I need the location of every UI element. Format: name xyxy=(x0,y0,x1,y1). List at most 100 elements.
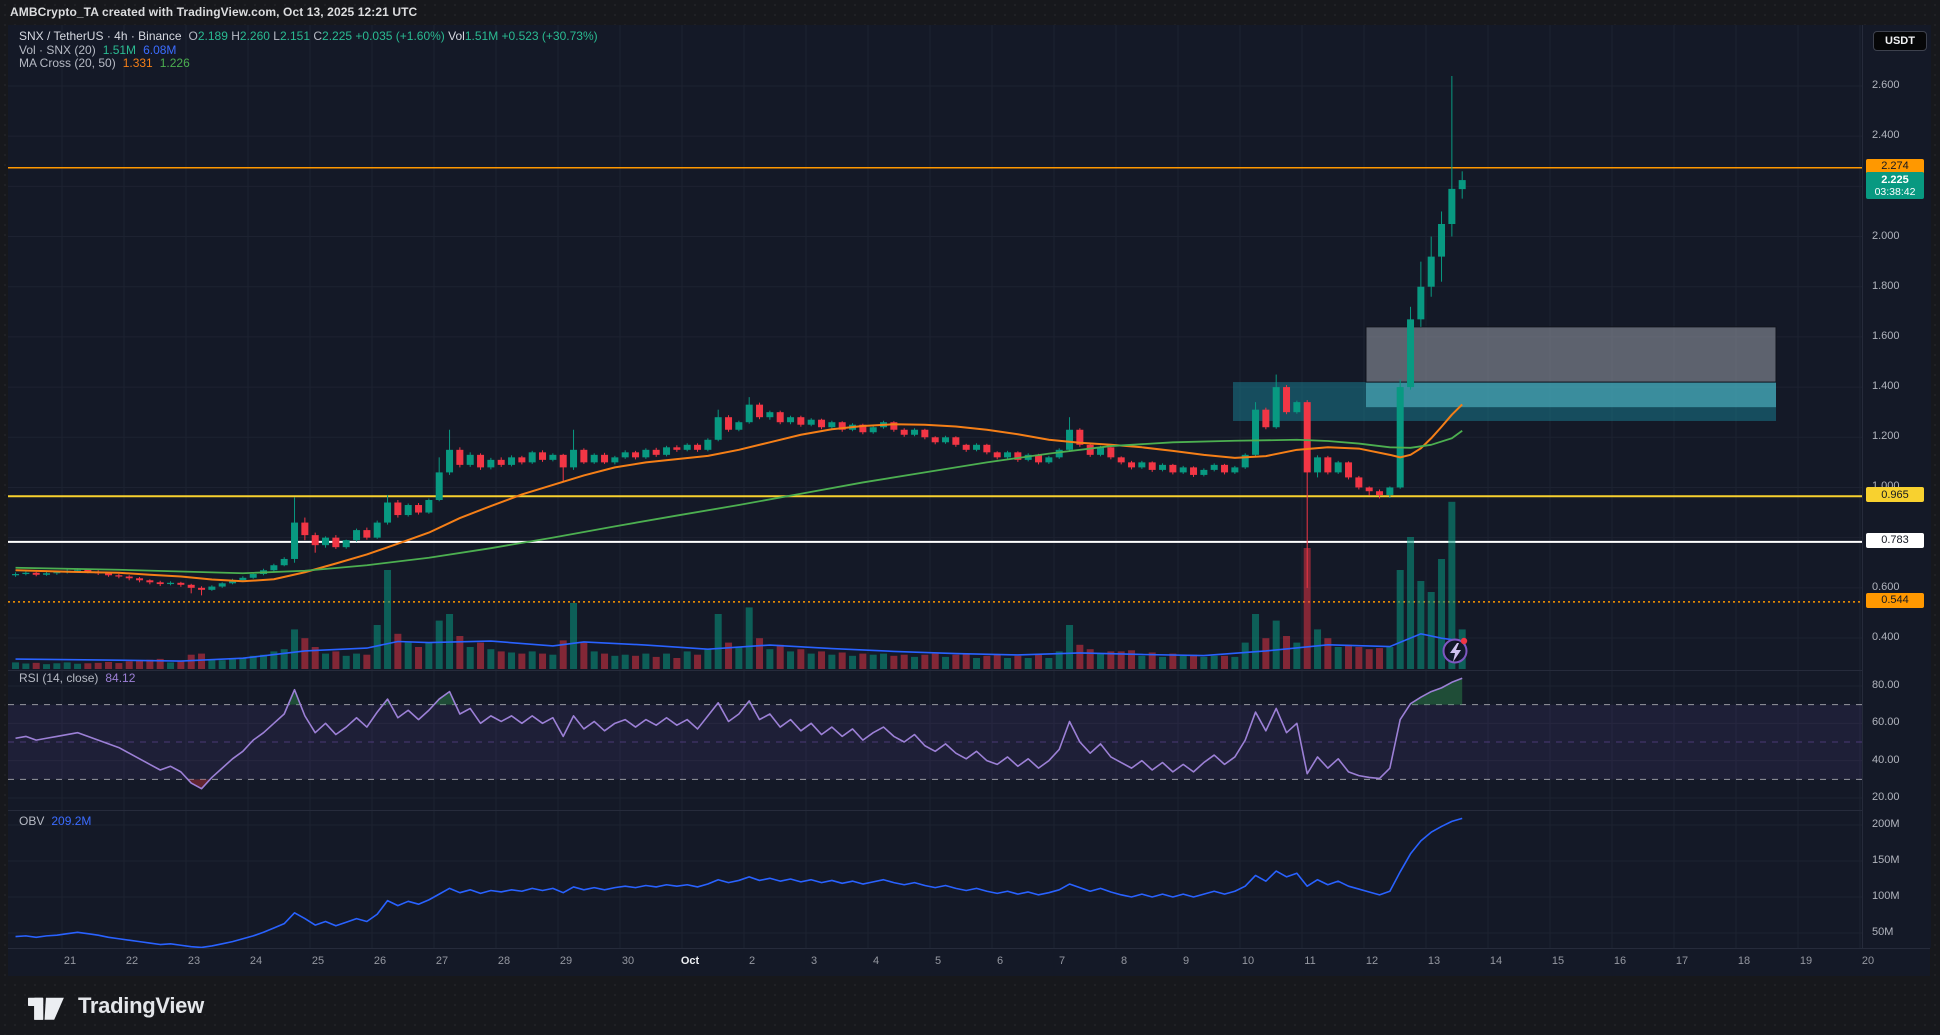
obv-tick-100M: 100M xyxy=(1872,890,1900,902)
volume-bar xyxy=(1448,501,1456,669)
candle-body xyxy=(725,417,733,430)
candle-body xyxy=(446,449,454,473)
volume-bar xyxy=(146,659,154,669)
volume-bar xyxy=(487,649,495,669)
volume-bar xyxy=(249,655,257,669)
candle-body xyxy=(818,419,826,428)
volume-bar xyxy=(136,660,144,669)
volume-bar xyxy=(1138,655,1146,669)
currency-toggle-button[interactable]: USDT xyxy=(1873,31,1927,51)
volume-value: 1.51M xyxy=(102,43,137,57)
ma20-value: 1.331 xyxy=(122,56,153,70)
rsi-tick-60.00: 60.00 xyxy=(1872,716,1900,729)
time-label-2: 2 xyxy=(748,955,756,967)
time-label-27: 27 xyxy=(435,955,449,967)
rsi-legend-row[interactable]: RSI (14, close) 84.12 xyxy=(19,671,135,685)
volume-bar xyxy=(1396,570,1404,669)
tradingview-logo[interactable]: TradingView xyxy=(28,986,204,1026)
zone-supply-gray[interactable] xyxy=(1365,326,1777,383)
volume-bar xyxy=(621,654,629,669)
candle-body xyxy=(1252,409,1260,455)
volume-bar xyxy=(880,653,888,669)
obv-legend-row[interactable]: OBV 209.2M xyxy=(19,814,91,828)
volume-bar xyxy=(1024,658,1032,669)
volume-bar xyxy=(187,654,195,669)
candle-body xyxy=(1055,449,1063,458)
pane-separator-rsi-obv[interactable] xyxy=(8,810,1930,811)
volume-bar xyxy=(322,653,330,669)
volume-legend-row[interactable]: Vol · SNX (20) 1.51M 6.08M xyxy=(19,43,176,57)
candle-body xyxy=(1128,462,1136,468)
candle-body xyxy=(1262,409,1270,428)
price-axis[interactable]: USDT 2.600 2.400 2.000 1.800 1.600 1.400 1.200… xyxy=(1862,25,1931,948)
volume-bar xyxy=(1076,644,1084,669)
volume-bar xyxy=(1345,644,1353,669)
candle-body xyxy=(1365,487,1373,492)
candle-body xyxy=(797,417,805,425)
volume-bar xyxy=(1179,655,1187,669)
time-axis[interactable]: 21 22 23 24 25 26 27 28 29 30 Oct 2 3 4 5 6 7 8 9 10 11 12 13 1… xyxy=(8,948,1930,976)
volume-bar xyxy=(1190,654,1198,669)
price-tick-0.600: 0.600 xyxy=(1872,580,1900,593)
chart-panel[interactable]: SNX / TetherUS · 4h · Binance O2.189 H2.… xyxy=(8,25,1931,976)
volume-bar xyxy=(1014,655,1022,669)
candle-body xyxy=(456,449,464,465)
candle-body xyxy=(621,452,629,458)
volume-bar xyxy=(291,629,299,669)
candle-body xyxy=(1458,180,1466,190)
candle-body xyxy=(1241,454,1249,468)
lightning-event-icon[interactable] xyxy=(1442,637,1468,664)
volume-bar xyxy=(849,655,857,669)
pane-separator-main-rsi[interactable] xyxy=(8,670,1930,671)
volume-ma-value: 6.08M xyxy=(143,43,177,57)
candle-body xyxy=(322,537,330,546)
volume-bar xyxy=(911,656,919,669)
candle-body xyxy=(611,457,619,463)
candle-body xyxy=(167,582,175,585)
volume-bar xyxy=(1355,647,1363,669)
time-label-17: 17 xyxy=(1675,955,1689,967)
volume-bar xyxy=(384,570,392,669)
candle-body xyxy=(1107,447,1115,458)
zone-overlap-band[interactable] xyxy=(1366,382,1776,408)
candle-body xyxy=(477,454,485,468)
volume-bar xyxy=(198,653,206,669)
candle-body xyxy=(1396,387,1404,488)
volume-bar xyxy=(1128,650,1136,669)
candle-body xyxy=(1283,387,1291,413)
volume-bar xyxy=(394,633,402,669)
symbol-legend-row[interactable]: SNX / TetherUS · 4h · Binance O2.189 H2.… xyxy=(19,29,598,43)
candle-body xyxy=(632,452,640,458)
chart-canvas[interactable] xyxy=(8,25,1862,975)
volume-bar xyxy=(714,614,722,669)
candle-body xyxy=(353,530,361,541)
volume-ma-line xyxy=(15,632,1463,662)
time-label-13: 13 xyxy=(1427,955,1441,967)
volume-bar xyxy=(125,661,133,669)
volume-bar xyxy=(1314,629,1322,669)
candle-body xyxy=(425,499,433,513)
time-label-26: 26 xyxy=(373,955,387,967)
candle-body xyxy=(652,449,660,455)
candle-body xyxy=(1386,487,1394,495)
ma-cross-legend-row[interactable]: MA Cross (20, 50) 1.331 1.226 xyxy=(19,56,190,70)
volume-bar xyxy=(652,656,660,669)
volume-bar xyxy=(1334,647,1342,669)
candle-body xyxy=(673,447,681,450)
price-badge-0.783: 0.783 xyxy=(1866,532,1924,548)
volume-bar xyxy=(611,655,619,669)
time-label-30: 30 xyxy=(621,955,635,967)
obv-label: OBV xyxy=(19,814,45,828)
candle-body xyxy=(1438,223,1446,257)
candle-body xyxy=(1427,256,1435,287)
candle-body xyxy=(1004,452,1012,458)
obv-tick-150M: 150M xyxy=(1872,854,1900,866)
ma50-value: 1.226 xyxy=(159,56,190,70)
volume-bar xyxy=(1283,636,1291,669)
volume-bar xyxy=(1004,658,1012,669)
candle-body xyxy=(1148,462,1156,470)
candle-body xyxy=(435,472,443,500)
candle-body xyxy=(735,422,743,430)
volume-bar xyxy=(900,654,908,669)
time-label-19: 19 xyxy=(1799,955,1813,967)
